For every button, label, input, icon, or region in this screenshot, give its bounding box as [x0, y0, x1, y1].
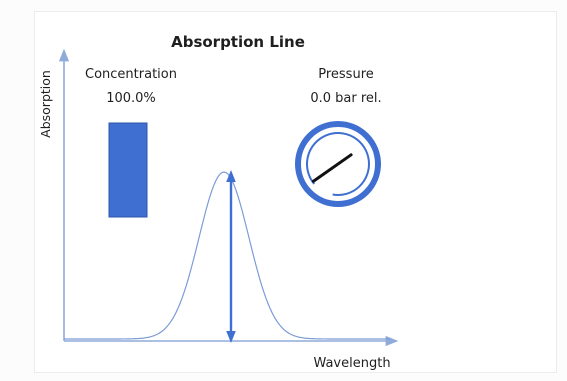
gauge-scale-arc — [306, 132, 370, 196]
concentration-bar-icon — [108, 122, 148, 218]
pressure-label: Pressure — [318, 67, 374, 82]
pressure-value: 0.0 bar rel. — [310, 91, 381, 106]
x-axis-label: Wavelength — [313, 356, 390, 371]
diagram-title: Absorption Line — [171, 33, 305, 51]
y-axis-label: Absorption — [38, 70, 53, 138]
concentration-value: 100.0% — [106, 91, 156, 106]
gauge-outer-ring — [295, 121, 381, 207]
concentration-label: Concentration — [85, 67, 177, 82]
gauge-needle — [311, 153, 353, 183]
pressure-gauge-icon — [295, 121, 381, 207]
